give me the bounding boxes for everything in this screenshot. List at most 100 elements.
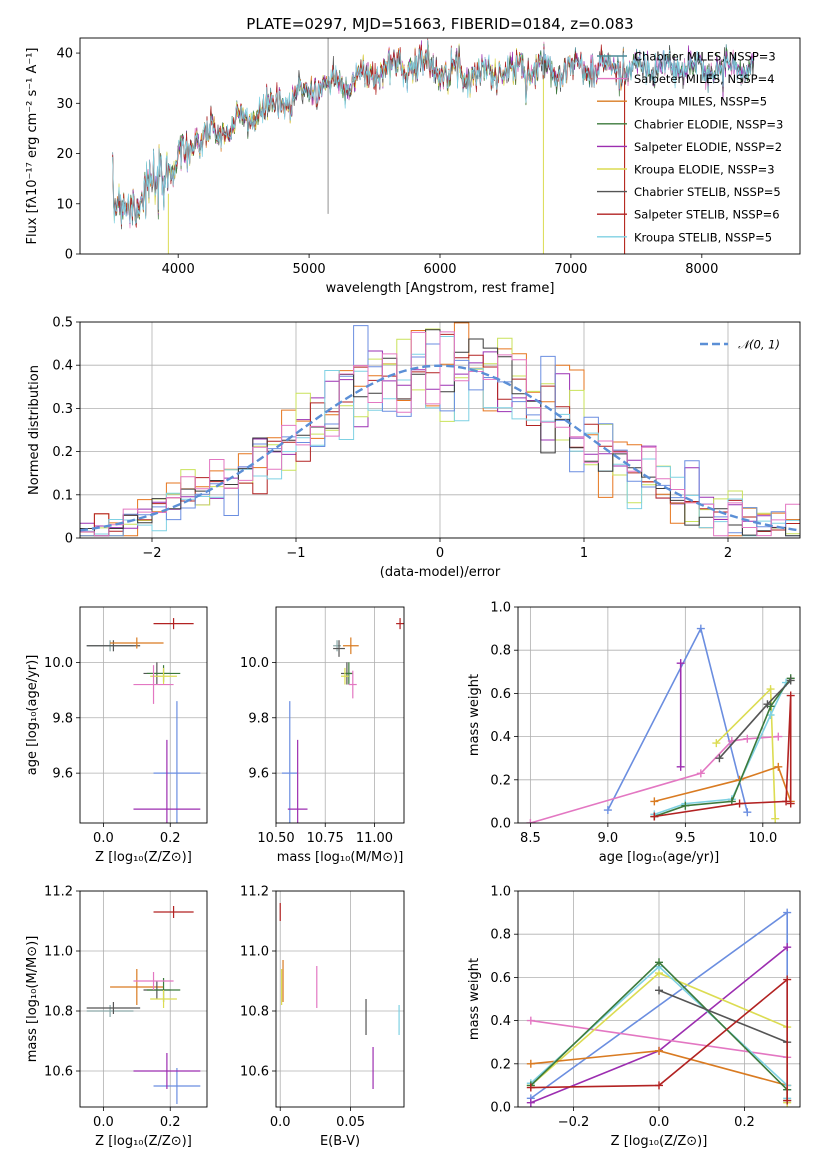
weight-marker (743, 808, 752, 817)
plot-area (276, 891, 404, 1107)
x-axis-label: Z [log₁₀(Z/Z⊙)] (95, 850, 192, 865)
panel-weight-vs-age: 8.5 9.0 9.5 10.0 0.0 0.2 0.4 0.6 0.8 1.0 age [log₁… (467, 601, 801, 865)
panel-age-vs-mass: 10.50 10.75 11.00 9.6 9.8 10.0 mass [log₁₀(M/M… (240, 606, 405, 865)
weight-marker (743, 734, 752, 743)
y-tick-label: 0.3 (52, 402, 73, 417)
data-point (153, 618, 194, 630)
weight-marker (786, 691, 795, 700)
plot-area (518, 891, 800, 1107)
axes-frame (79, 890, 208, 1108)
panel-mass-vs-ebv: 0.0 0.05 10.6 10.8 11.0 11.2 E(B-V) (240, 885, 405, 1149)
x-tick-label: 10.75 (307, 831, 344, 846)
y-tick-label: 0.4 (490, 1014, 511, 1029)
data-point (340, 667, 349, 685)
weight-marker (696, 769, 705, 778)
legend-label: Chabrier ELODIE, NSSP=3 (634, 117, 783, 131)
data-point (396, 618, 404, 630)
y-axis-label: mass weight (467, 674, 482, 756)
panel-spectrum: 4000 5000 6000 7000 8000 0 10 20 30 40 wavelength … (25, 37, 801, 296)
y-tick-label: 11.0 (240, 945, 269, 960)
normal-curve (80, 364, 800, 532)
y-tick-label: 10 (56, 197, 73, 212)
y-tick-label: 0.6 (490, 971, 511, 986)
y-tick-label: 0.2 (52, 445, 73, 460)
x-axis-label: (data-model)/error (380, 565, 501, 580)
x-tick-label: 0.2 (160, 1115, 181, 1130)
y-axis-label: age [log₁₀(age/yr)] (25, 655, 40, 776)
weight-marker (650, 812, 659, 821)
legend-label: Salpeter STELIB, NSSP=6 (634, 208, 780, 222)
data-point (153, 906, 194, 918)
panel-mass-vs-z: 0.0 0.2 10.6 10.8 11.0 11.2 Z [log₁₀(Z/Z⊙)] mas… (25, 885, 208, 1149)
weight-marker (715, 754, 724, 763)
y-tick-label: 0.2 (490, 1057, 511, 1072)
weight-marker (783, 943, 792, 952)
y-tick-label: 0.8 (490, 644, 511, 659)
legend-label: Kroupa MILES, NSSP=5 (634, 95, 767, 109)
weight-marker (676, 762, 685, 771)
weight-marker (681, 801, 690, 810)
y-axis-label: mass [log₁₀(M/M⊙)] (25, 936, 40, 1063)
weight-line (658, 989, 788, 1043)
y-tick-label: 10.8 (240, 1005, 269, 1020)
y-tick-label: 10.0 (240, 656, 269, 671)
y-tick-label: 0.0 (490, 1101, 511, 1116)
x-tick-label: 10.0 (748, 831, 777, 846)
legend-label: Chabrier STELIB, NSSP=5 (634, 185, 781, 199)
x-axis-label: Z [log₁₀(Z/Z⊙)] (611, 1134, 708, 1149)
y-tick-label: 0.4 (52, 359, 73, 374)
x-tick-label: 0.0 (270, 1115, 291, 1130)
data-point (133, 972, 174, 990)
histogram-step (80, 331, 800, 537)
legend-label: 𝒩(0, 1) (738, 338, 780, 352)
weight-marker (783, 908, 792, 917)
weight-marker (766, 685, 775, 694)
weight-marker (603, 806, 612, 815)
axes-frame (517, 890, 801, 1108)
legend: 𝒩(0, 1) (700, 338, 780, 352)
histogram-step (80, 325, 800, 537)
x-tick-label: 8000 (685, 262, 718, 277)
weight-marker (526, 1016, 535, 1025)
y-axis-label: Normed distribution (27, 365, 42, 495)
weight-marker (526, 1098, 535, 1107)
weight-marker (655, 958, 663, 967)
x-tick-label: 9.5 (675, 831, 696, 846)
weight-marker (763, 700, 772, 709)
x-tick-label: 7000 (554, 262, 587, 277)
weight-marker (771, 814, 780, 823)
data-point (153, 701, 201, 823)
x-axis-label: age [log₁₀(age/yr)] (599, 850, 720, 865)
weight-marker (526, 819, 535, 823)
data-point (133, 1053, 201, 1089)
y-tick-label: 10.6 (44, 1065, 73, 1080)
x-tick-label: 11.00 (356, 831, 393, 846)
legend: Chabrier MILES, NSSP=3 Salpeter MILES, NS… (597, 50, 783, 244)
weight-line (654, 765, 792, 803)
spectrum-line (112, 39, 755, 225)
data-point (150, 667, 177, 685)
y-tick-label: 11.2 (240, 885, 269, 900)
data-point (86, 1002, 141, 1014)
axes-frame (275, 890, 405, 1108)
axes-frame (79, 37, 801, 255)
weight-marker (655, 986, 663, 995)
y-tick-label: 0.2 (490, 773, 511, 788)
panel-weight-vs-z: −0.2 0.0 0.2 0.0 0.2 0.4 0.6 0.8 1.0 Z [log₁₀(Z/Z… (467, 885, 801, 1149)
y-tick-label: 20 (56, 147, 73, 162)
weight-marker (782, 797, 791, 806)
axes-frame (79, 606, 208, 824)
y-tick-label: 40 (56, 47, 73, 62)
x-tick-label: 0.0 (93, 1115, 114, 1130)
x-tick-label: −1 (286, 546, 305, 561)
data-point (333, 640, 345, 657)
y-tick-label: 0.5 (52, 316, 73, 331)
x-axis-label: mass [log₁₀(M/M⊙)] (277, 850, 404, 865)
y-tick-label: 1.0 (490, 601, 511, 616)
x-axis-label: Z [log₁₀(Z/Z⊙)] (95, 1134, 192, 1149)
data-point (344, 662, 353, 685)
plot-area (518, 607, 800, 823)
y-tick-label: 0 (65, 532, 73, 547)
weight-line (530, 1019, 788, 1059)
